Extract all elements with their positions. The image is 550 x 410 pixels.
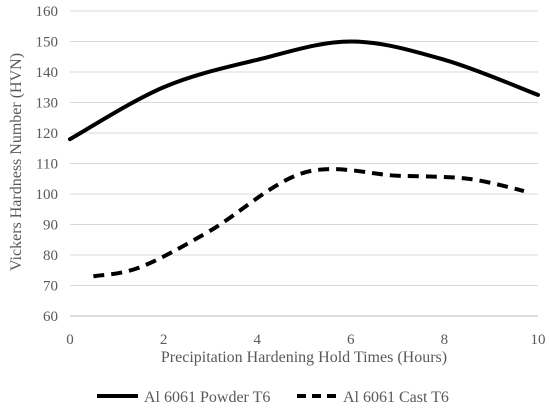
x-tick-label: 0: [66, 332, 74, 348]
y-tick-label: 60: [43, 309, 58, 325]
legend-label-cast: Al 6061 Cast T6: [343, 389, 449, 406]
x-tick-label: 4: [253, 332, 261, 348]
y-tick-label: 120: [36, 126, 59, 142]
series-line-0: [68, 39, 540, 142]
y-tick-label: 140: [36, 65, 59, 81]
y-tick-label: 80: [43, 248, 58, 264]
x-axis-title: Precipitation Hardening Hold Times (Hour…: [161, 349, 447, 366]
legend: Al 6061 Powder T6 Al 6061 Cast T6: [97, 389, 449, 406]
series-lines: [68, 39, 540, 279]
y-tick-label: 90: [43, 218, 58, 234]
y-tick-label: 70: [43, 279, 58, 295]
y-tick-label: 160: [36, 4, 59, 20]
y-tick-label: 100: [36, 187, 59, 203]
x-tick-label: 10: [531, 332, 546, 348]
tick-labels: 60 70 80 90 100 110 120 130 140 150 160 0 2 4 6 8 10: [36, 4, 546, 348]
y-axis-title: Vickers Hardness Number (HVN): [8, 53, 25, 271]
y-tick-label: 150: [36, 35, 59, 51]
y-tick-label: 130: [36, 96, 59, 112]
x-tick-label: 6: [347, 332, 355, 348]
series-line-1: [93, 167, 525, 279]
x-tick-label: 2: [160, 332, 168, 348]
gridlines: [70, 10, 538, 286]
x-tick-label: 8: [441, 332, 449, 348]
y-tick-label: 110: [36, 157, 58, 173]
legend-label-powder: Al 6061 Powder T6: [144, 389, 270, 406]
